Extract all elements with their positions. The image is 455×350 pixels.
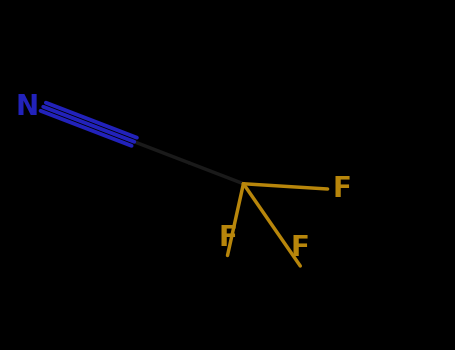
Text: N: N <box>15 93 39 121</box>
Text: F: F <box>218 224 237 252</box>
Text: F: F <box>332 175 351 203</box>
Text: F: F <box>291 234 310 262</box>
